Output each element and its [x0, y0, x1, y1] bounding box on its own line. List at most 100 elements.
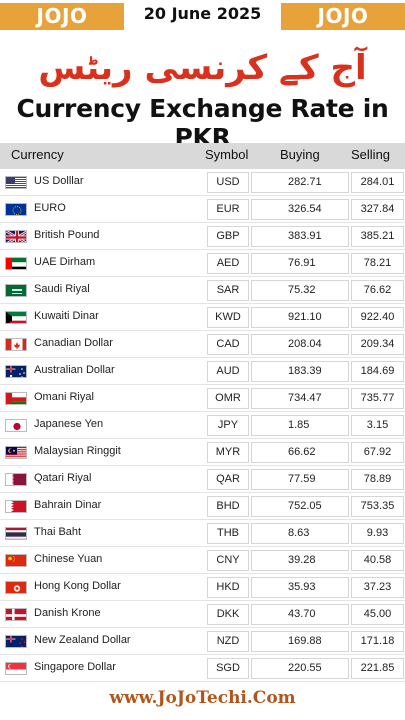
table-row: Bahrain Dinar BHD 752.05 753.35	[0, 493, 405, 520]
canada-flag-icon	[5, 338, 27, 351]
buying-rate: 752.05	[251, 496, 349, 517]
table-row: Australian Dollar AUD 183.39 184.69	[0, 358, 405, 385]
table-row: EURO EUR 326.54 327.84	[0, 196, 405, 223]
buying-rate: 183.39	[251, 361, 349, 382]
currency-name: EURO	[34, 202, 66, 214]
buying-rate: 282.71	[251, 172, 349, 193]
table-row: Malaysian Ringgit MYR 66.62 67.92	[0, 439, 405, 466]
selling-rate: 45.00	[351, 604, 404, 625]
page-title: Currency Exchange Rate in PKR	[16, 94, 389, 152]
us-flag-icon	[5, 176, 27, 189]
selling-rate: 40.58	[351, 550, 404, 571]
buying-rate: 66.62	[251, 442, 349, 463]
buying-rate: 734.47	[251, 388, 349, 409]
malaysia-flag-icon	[5, 446, 27, 459]
currency-name: Chinese Yuan	[34, 553, 103, 565]
table-header: Currency Symbol Buying Selling	[0, 143, 405, 169]
currency-symbol: AED	[207, 253, 249, 274]
table-row: Chinese Yuan CNY 39.28 40.58	[0, 547, 405, 574]
selling-rate: 284.01	[351, 172, 404, 193]
currency-symbol: THB	[207, 523, 249, 544]
currency-symbol: JPY	[207, 415, 249, 436]
table-row: New Zealand Dollar NZD 169.88 171.18	[0, 628, 405, 655]
currency-name: Thai Baht	[34, 526, 82, 538]
currency-symbol: HKD	[207, 577, 249, 598]
currency-symbol: AUD	[207, 361, 249, 382]
website-footer[interactable]: www.JoJoTechi.Com	[109, 688, 296, 708]
currency-name: Singapore Dollar	[34, 661, 116, 673]
japan-flag-icon	[5, 419, 27, 432]
china-flag-icon	[5, 554, 27, 567]
selling-rate: 37.23	[351, 577, 404, 598]
buying-rate: 921.10	[251, 307, 349, 328]
currency-symbol: EUR	[207, 199, 249, 220]
buying-rate: 383.91	[251, 226, 349, 247]
selling-rate: 385.21	[351, 226, 404, 247]
brand-logo-right: JOJO TECHI	[281, 3, 405, 55]
selling-rate: 327.84	[351, 199, 404, 220]
table-row: Canadian Dollar CAD 208.04 209.34	[0, 331, 405, 358]
selling-rate: 3.15	[351, 415, 404, 436]
selling-rate: 209.34	[351, 334, 404, 355]
currency-name: Malaysian Ringgit	[34, 445, 121, 457]
buying-rate: 39.28	[251, 550, 349, 571]
column-header-selling: Selling	[351, 147, 391, 162]
currency-name: Hong Kong Dollar	[34, 580, 121, 592]
currency-symbol: USD	[207, 172, 249, 193]
currency-name: Canadian Dollar	[34, 337, 113, 349]
top-bar: JOJO TECHI 20 June 2025 JOJO TECHI	[0, 0, 405, 55]
buying-rate: 76.91	[251, 253, 349, 274]
currency-symbol: QAR	[207, 469, 249, 490]
currency-name: Kuwaiti Dinar	[34, 310, 99, 322]
selling-rate: 67.92	[351, 442, 404, 463]
currency-name: Japanese Yen	[34, 418, 104, 430]
currency-symbol: BHD	[207, 496, 249, 517]
eu-flag-icon	[5, 203, 27, 216]
selling-rate: 184.69	[351, 361, 404, 382]
buying-rate: 77.59	[251, 469, 349, 490]
brand-logo-left: JOJO TECHI	[0, 3, 124, 55]
table-row: Thai Baht THB 8.63 9.93	[0, 520, 405, 547]
table-row: Singapore Dollar SGD 220.55 221.85	[0, 655, 405, 682]
qatar-flag-icon	[5, 473, 27, 486]
currency-symbol: CAD	[207, 334, 249, 355]
saudi-flag-icon	[5, 284, 27, 297]
currency-symbol: SAR	[207, 280, 249, 301]
currency-name: Bahrain Dinar	[34, 499, 102, 511]
table-row: Qatari Riyal QAR 77.59 78.89	[0, 466, 405, 493]
selling-rate: 78.21	[351, 253, 404, 274]
uae-flag-icon	[5, 257, 27, 270]
currency-symbol: NZD	[207, 631, 249, 652]
column-header-currency: Currency	[11, 147, 64, 162]
selling-rate: 221.85	[351, 658, 404, 679]
table-row: Japanese Yen JPY 1.85 3.15	[0, 412, 405, 439]
buying-rate: 220.55	[251, 658, 349, 679]
column-header-symbol: Symbol	[205, 147, 249, 162]
currency-symbol: DKK	[207, 604, 249, 625]
buying-rate: 1.85	[251, 415, 349, 436]
column-header-buying: Buying	[280, 147, 320, 162]
currency-symbol: MYR	[207, 442, 249, 463]
buying-rate: 169.88	[251, 631, 349, 652]
selling-rate: 171.18	[351, 631, 404, 652]
kuwait-flag-icon	[5, 311, 27, 324]
uk-flag-icon	[5, 230, 27, 243]
currency-symbol: CNY	[207, 550, 249, 571]
currency-name: Australian Dollar	[34, 364, 115, 376]
currency-name: British Pound	[34, 229, 100, 241]
buying-rate: 43.70	[251, 604, 349, 625]
denmark-flag-icon	[5, 608, 27, 621]
currency-name: UAE Dirham	[34, 256, 96, 268]
table-row: British Pound GBP 383.91 385.21	[0, 223, 405, 250]
currency-name: US Dolllar	[34, 175, 84, 187]
selling-rate: 753.35	[351, 496, 404, 517]
selling-rate: 76.62	[351, 280, 404, 301]
selling-rate: 922.40	[351, 307, 404, 328]
urdu-title: آج کے کرنسی ریٹس	[38, 48, 367, 88]
currency-name: Omani Riyal	[34, 391, 94, 403]
bahrain-flag-icon	[5, 500, 27, 513]
rates-table: US Dolllar USD 282.71 284.01 EURO EUR 326.54 32…	[0, 169, 405, 682]
hongkong-flag-icon	[5, 581, 27, 594]
currency-symbol: OMR	[207, 388, 249, 409]
table-row: Danish Krone DKK 43.70 45.00	[0, 601, 405, 628]
